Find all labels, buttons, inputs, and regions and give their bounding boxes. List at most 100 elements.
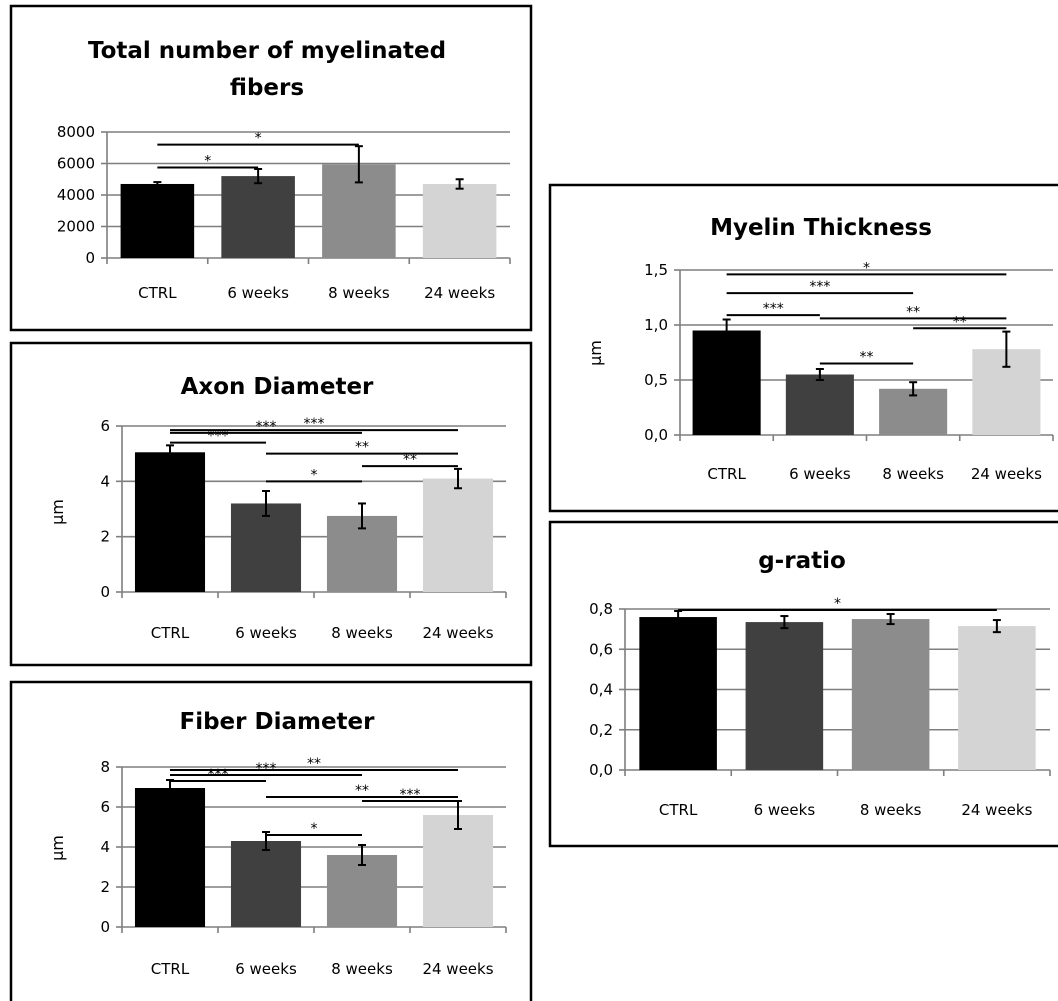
chart-axon-diameter: Axon Diameter µm 0 2 4 6 CTRL 6 weeks 8 weeks 2… — [9, 341, 533, 667]
x-tick-label: 24 weeks — [422, 960, 493, 978]
chart-title: Myelin Thickness — [710, 215, 932, 241]
y-tick-label: 8000 — [57, 123, 95, 141]
bar-ctrl — [120, 183, 195, 258]
significance-label: * — [204, 153, 211, 169]
chart-title: Fiber Diameter — [179, 709, 375, 735]
y-tick-label: 1,5 — [644, 261, 668, 279]
bar-24-weeks — [422, 815, 494, 927]
y-axis-label: µm — [48, 835, 67, 861]
bar-ctrl — [639, 617, 717, 770]
bar-24-weeks — [958, 626, 1036, 770]
y-tick-label: 0,5 — [644, 371, 668, 389]
bar-8-weeks — [326, 855, 398, 927]
x-tick-label: CTRL — [707, 465, 746, 483]
bar-24-weeks — [422, 478, 494, 592]
x-tick-label: 6 weeks — [235, 624, 297, 642]
bar-ctrl — [134, 788, 206, 927]
y-tick-label: 2 — [100, 878, 110, 896]
x-tick-label: CTRL — [151, 960, 190, 978]
bar-8-weeks — [851, 619, 930, 770]
y-tick-label: 6 — [100, 417, 110, 435]
y-tick-label: 6000 — [57, 155, 95, 173]
y-tick-label: 0 — [100, 918, 110, 936]
x-tick-label: 8 weeks — [860, 801, 922, 819]
chart-g-ratio: g-ratio 0,0 0,2 0,4 0,6 0,8 CTRL 6 weeks 8 week… — [548, 520, 1058, 848]
significance-label: *** — [208, 429, 229, 445]
bar-8-weeks — [879, 388, 948, 435]
significance-label: *** — [809, 279, 830, 295]
plot-area: 0,0 0,2 0,4 0,6 0,8 CTRL 6 weeks 8 weeks 24 week… — [589, 596, 1051, 819]
bar-6-weeks — [230, 503, 302, 592]
y-tick-label: 0,4 — [589, 681, 613, 699]
significance-label: ** — [953, 314, 967, 330]
plot-area: 0,0 0,5 1,0 1,5 CTRL 6 weeks 8 weeks 24 weeks **… — [644, 260, 1054, 483]
significance-label: *** — [763, 301, 784, 317]
y-tick-label: 0,6 — [589, 640, 613, 658]
bar-ctrl — [692, 330, 761, 435]
significance-label: *** — [208, 767, 229, 783]
bar-ctrl — [134, 452, 206, 592]
x-tick-label: 6 weeks — [754, 801, 816, 819]
y-tick-label: 4 — [100, 472, 110, 490]
y-axis-label: µm — [48, 499, 67, 525]
x-tick-label: 8 weeks — [331, 960, 393, 978]
y-tick-label: 0,0 — [589, 761, 613, 779]
y-axis-label: µm — [586, 340, 605, 366]
chart-title-line-2: fibers — [230, 75, 304, 101]
x-tick-label: 6 weeks — [235, 960, 297, 978]
significance-label: ** — [355, 783, 369, 799]
significance-label: ** — [860, 350, 874, 366]
chart-title-line-1: Total number of myelinated — [88, 38, 446, 64]
x-tick-label: CTRL — [659, 801, 698, 819]
y-tick-label: 2000 — [57, 218, 95, 236]
bar-6-weeks — [785, 374, 854, 435]
y-tick-label: 0,8 — [589, 600, 613, 618]
x-tick-label: 24 weeks — [422, 624, 493, 642]
x-tick-label: 8 weeks — [331, 624, 393, 642]
chart-title: g-ratio — [758, 548, 846, 574]
x-tick-label: 24 weeks — [424, 284, 495, 302]
chart-total-myelinated-fibers: Total number of myelinated fibers 0 2000 4… — [9, 4, 533, 332]
significance-label: *** — [304, 416, 325, 432]
x-tick-label: 8 weeks — [328, 284, 390, 302]
y-tick-label: 6 — [100, 798, 110, 816]
y-tick-label: 1,0 — [644, 316, 668, 334]
chart-frame — [9, 4, 533, 332]
y-tick-label: 0 — [85, 249, 95, 267]
significance-label: ** — [403, 452, 417, 468]
bar-6-weeks — [221, 176, 295, 258]
y-tick-label: 0 — [100, 583, 110, 601]
significance-label: *** — [256, 761, 277, 777]
significance-label: ** — [906, 304, 920, 320]
y-tick-label: 4000 — [57, 186, 95, 204]
bar-6-weeks — [745, 622, 824, 770]
bar-24-weeks — [422, 183, 497, 258]
y-tick-label: 4 — [100, 838, 110, 856]
significance-label: * — [834, 596, 841, 612]
chart-frame — [548, 183, 1058, 513]
x-tick-label: 8 weeks — [882, 465, 944, 483]
y-tick-label: 0,0 — [644, 426, 668, 444]
significance-label: *** — [400, 787, 421, 803]
x-tick-label: 6 weeks — [789, 465, 851, 483]
x-tick-label: CTRL — [138, 284, 177, 302]
x-tick-label: CTRL — [151, 624, 190, 642]
x-tick-label: 6 weeks — [227, 284, 289, 302]
significance-label: * — [311, 467, 318, 483]
significance-label: ** — [307, 756, 321, 772]
significance-label: * — [255, 131, 262, 147]
y-tick-label: 0,2 — [589, 721, 613, 739]
bar-6-weeks — [230, 841, 302, 927]
y-tick-label: 2 — [100, 528, 110, 546]
chart-myelin-thickness: Myelin Thickness µm 0,0 0,5 1,0 1,5 CTRL 6 we… — [548, 183, 1058, 513]
significance-label: *** — [256, 419, 277, 435]
chart-fiber-diameter: Fiber Diameter µm 0 2 4 6 8 CTRL 6 weeks 8 week… — [9, 680, 533, 1001]
chart-title: Axon Diameter — [181, 374, 374, 400]
x-tick-label: 24 weeks — [971, 465, 1042, 483]
plot-area: 0 2000 4000 6000 8000 CTRL 6 weeks 8 weeks 24 we… — [57, 123, 511, 302]
y-tick-label: 8 — [100, 758, 110, 776]
significance-label: * — [311, 821, 318, 837]
x-tick-label: 24 weeks — [961, 801, 1032, 819]
